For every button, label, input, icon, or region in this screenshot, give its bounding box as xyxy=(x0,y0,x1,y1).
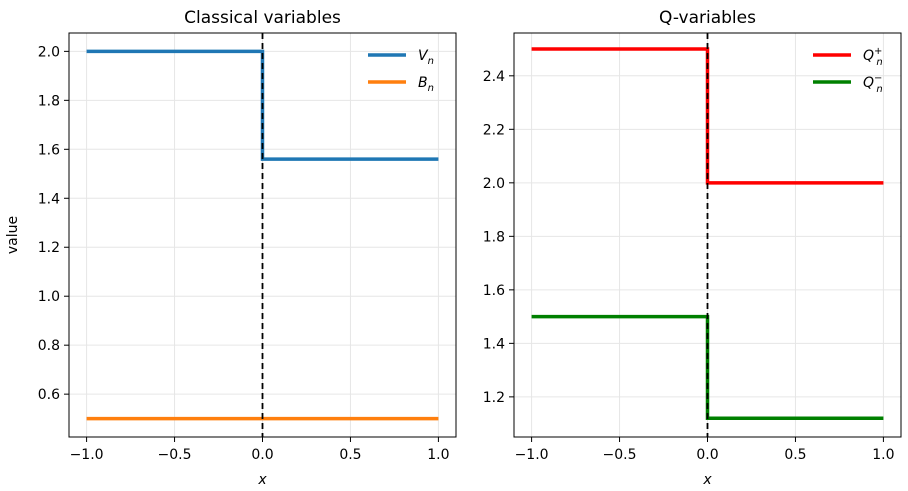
x-axis-label: x xyxy=(257,472,267,488)
legend-label: Q+ n xyxy=(863,46,883,68)
y-tick-label: 1.4 xyxy=(483,336,505,352)
y-tick-label: 0.8 xyxy=(38,338,60,354)
x-tick-label: 1.0 xyxy=(872,447,894,463)
y-tick-label: 2.2 xyxy=(483,122,505,138)
x-ticks: −1.0 −0.5 0.0 0.5 1.0 xyxy=(70,437,450,463)
y-tick-label: 1.6 xyxy=(483,283,505,299)
legend: Q+ n Q− n xyxy=(813,46,883,95)
x-tick-label: 0.5 xyxy=(784,447,806,463)
chart-title: Q-variables xyxy=(659,8,756,28)
x-tick-label: −0.5 xyxy=(603,447,637,463)
y-tick-label: 1.4 xyxy=(38,191,60,207)
y-tick-label: 1.0 xyxy=(38,289,60,305)
y-tick-label: 2.4 xyxy=(483,69,505,85)
x-ticks: −1.0 −0.5 0.0 0.5 1.0 xyxy=(515,437,895,463)
panel-q-variables: −1.0 −0.5 0.0 0.5 1.0 1.21.41.61.82.02.22.4 … xyxy=(483,8,902,488)
x-tick-label: 1.0 xyxy=(427,447,449,463)
panel-classical-variables: −1.0 −0.5 0.0 0.5 1.0 0.6 0.8 1.0 1.2 1.4 1.6 1.8 2… xyxy=(5,8,457,488)
y-ticks: 0.6 0.8 1.0 1.2 1.4 1.6 1.8 2.0 xyxy=(38,44,69,403)
y-tick-label: 1.8 xyxy=(483,229,505,245)
x-tick-label: 0.0 xyxy=(696,447,718,463)
chart-title: Classical variables xyxy=(184,8,341,28)
legend-label: Q− n xyxy=(863,73,883,95)
legend-label: Vn xyxy=(418,48,434,67)
y-tick-label: 2.0 xyxy=(38,44,60,60)
y-tick-label: 2.0 xyxy=(483,176,505,192)
x-tick-label: −1.0 xyxy=(70,447,104,463)
x-tick-label: 0.5 xyxy=(339,447,361,463)
y-axis-label: value xyxy=(5,216,21,254)
y-tick-label: 1.6 xyxy=(38,142,60,158)
x-axis-label: x xyxy=(702,472,712,488)
x-tick-label: −1.0 xyxy=(515,447,549,463)
y-ticks: 1.2 1.4 1.6 1.8 2.0 2.2 2.4 xyxy=(483,69,514,406)
y-tick-label: 1.8 xyxy=(38,93,60,109)
y-tick-label: 0.6 xyxy=(38,387,60,403)
legend: Vn Bn xyxy=(368,48,434,94)
legend-label: Bn xyxy=(418,75,434,94)
y-tick-label: 1.2 xyxy=(38,240,60,256)
x-tick-label: −0.5 xyxy=(158,447,192,463)
x-tick-label: 0.0 xyxy=(251,447,273,463)
y-tick-label: 1.2 xyxy=(483,390,505,406)
